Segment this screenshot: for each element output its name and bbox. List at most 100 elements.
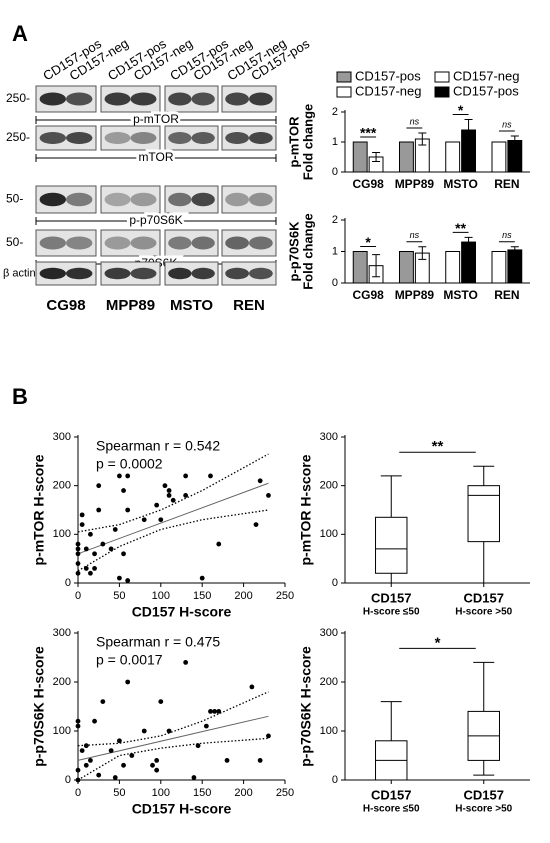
- blot-row-label: p-p70S6K: [129, 213, 182, 227]
- whisker: [473, 541, 495, 584]
- confidence-band: [77, 509, 269, 572]
- blot-band: [168, 236, 192, 250]
- error-bar: [510, 246, 519, 254]
- blot-row-label: p-mTOR: [133, 112, 179, 126]
- x-tick-sublabel: H-score ≤50: [363, 607, 420, 618]
- significance-label: ns: [410, 116, 420, 126]
- regression-line: [77, 482, 269, 555]
- significance-label: ***: [360, 125, 377, 141]
- data-point: [154, 502, 160, 508]
- y-tick-label: 100: [320, 528, 338, 540]
- data-point: [83, 743, 89, 749]
- legend-swatch: [336, 86, 352, 98]
- legend-label: CD157-neg: [453, 68, 520, 83]
- data-point: [88, 531, 93, 537]
- x-tick-label: 0: [75, 787, 81, 799]
- y-axis-label: p-mTOR H-score: [31, 454, 47, 565]
- data-point: [125, 679, 131, 685]
- blot-band: [104, 192, 131, 207]
- data-point: [158, 517, 164, 523]
- blot-band: [104, 267, 131, 280]
- data-point: [166, 488, 172, 493]
- data-point: [166, 493, 172, 498]
- data-point: [83, 566, 89, 571]
- blot-band: [168, 92, 192, 106]
- data-point: [129, 753, 135, 758]
- y-tick-label: 0: [65, 577, 71, 589]
- blot-band: [130, 236, 157, 250]
- y-tick-label: 100: [53, 725, 71, 737]
- data-point: [266, 493, 271, 498]
- whisker: [380, 475, 402, 518]
- blot-band: [168, 267, 192, 280]
- bar: [491, 141, 507, 173]
- data-point: [154, 767, 160, 773]
- data-point: [83, 762, 89, 768]
- x-axis-label: CD157 H-score: [132, 801, 232, 817]
- panel-label: B: [12, 384, 28, 409]
- data-point: [79, 512, 85, 518]
- data-point: [75, 561, 81, 566]
- y-tick-label: 0: [332, 577, 338, 589]
- y-axis-label: Fold change: [300, 104, 315, 181]
- x-tick-label: CD157: [464, 787, 504, 802]
- data-point: [92, 551, 97, 557]
- data-point: [96, 483, 102, 489]
- box: [375, 516, 408, 574]
- y-axis-label: p-mTOR: [286, 116, 301, 168]
- annotation: Spearman r = 0.475: [96, 634, 220, 650]
- blot-band: [225, 236, 249, 250]
- x-tick-label: REN: [494, 177, 519, 191]
- y-tick-label: 100: [320, 725, 338, 737]
- whisker: [473, 760, 495, 776]
- data-point: [195, 743, 201, 749]
- significance-label: *: [435, 634, 441, 651]
- blot-row-label: β actin: [3, 267, 36, 279]
- y-tick-label: 0: [332, 166, 338, 178]
- x-tick-label: CD157: [371, 787, 411, 802]
- data-point: [212, 709, 218, 714]
- blot-band: [249, 192, 273, 207]
- whisker: [473, 465, 495, 486]
- data-point: [253, 522, 259, 527]
- x-tick-label: 100: [152, 787, 170, 799]
- significance-label: **: [455, 220, 466, 236]
- bar: [461, 241, 476, 284]
- data-point: [183, 473, 189, 479]
- mw-marker: 50-: [6, 192, 23, 206]
- panel-label: A: [12, 21, 28, 46]
- data-point: [75, 551, 81, 557]
- blot-band: [66, 236, 93, 250]
- regression-line: [77, 715, 269, 761]
- whisker: [380, 701, 402, 741]
- blot-band: [104, 92, 131, 106]
- x-tick-label: MPP89: [395, 177, 435, 191]
- data-point: [92, 566, 97, 571]
- y-axis-label: p-mTOR H-score: [298, 454, 314, 565]
- data-point: [100, 541, 106, 547]
- blot-band: [249, 92, 273, 106]
- x-tick-label: MSTO: [443, 288, 477, 302]
- y-tick-label: 1: [332, 136, 338, 148]
- x-tick-label: 200: [234, 787, 252, 799]
- data-point: [208, 473, 213, 479]
- data-point: [141, 728, 147, 734]
- x-tick-label: MPP89: [395, 288, 435, 302]
- x-tick-label: 150: [193, 590, 211, 602]
- cell-line-label: CG98: [46, 297, 85, 314]
- error-bar: [418, 132, 427, 146]
- legend-label: CD157-pos: [453, 83, 519, 98]
- blot-band: [130, 92, 157, 106]
- blot-band: [191, 267, 215, 280]
- blot-band: [39, 92, 66, 106]
- significance-label: ns: [502, 119, 512, 129]
- x-tick-label: 250: [276, 787, 294, 799]
- x-tick-label: CG98: [352, 177, 384, 191]
- x-tick-sublabel: H-score >50: [455, 607, 512, 618]
- data-point: [117, 473, 122, 479]
- x-tick-label: MSTO: [443, 177, 477, 191]
- data-point: [117, 575, 122, 581]
- legend-swatch: [434, 71, 450, 83]
- bar: [399, 141, 414, 173]
